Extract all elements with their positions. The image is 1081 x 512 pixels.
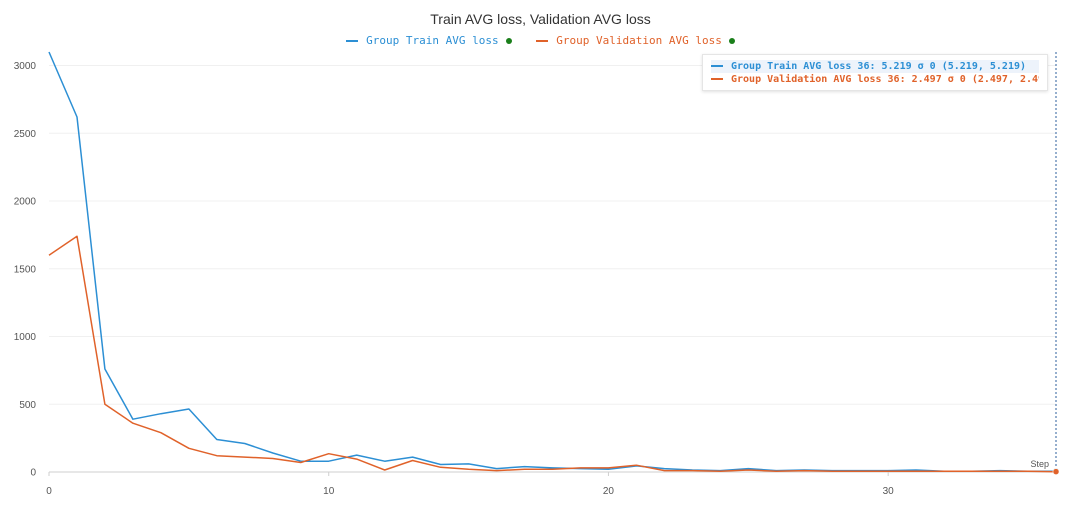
chart-title: Train AVG loss, Validation AVG loss: [430, 11, 651, 27]
x-tick-label: 10: [323, 486, 335, 497]
legend: Group Train AVG loss Group Validation AV…: [0, 34, 1081, 47]
tooltip-train-swatch: [711, 65, 723, 67]
hover-point-validation: [1052, 468, 1060, 475]
tooltip-row-validation: Group Validation AVG loss 36: 2.497 σ 0 …: [711, 73, 1039, 86]
legend-item-validation[interactable]: Group Validation AVG loss: [536, 34, 735, 47]
series-line-train[interactable]: [48, 51, 1056, 473]
hover-tooltip: Group Train AVG loss 36: 5.219 σ 0 (5.21…: [702, 54, 1048, 91]
y-tick-label: 2000: [14, 197, 37, 208]
x-tick-label: 20: [603, 486, 615, 497]
legend-train-label: Group Train AVG loss: [366, 34, 499, 47]
y-tick-label: 3000: [14, 61, 37, 72]
tooltip-validation-text: Group Validation AVG loss 36: 2.497 σ 0 …: [731, 74, 1039, 85]
x-tick-label: 30: [883, 486, 895, 497]
x-axis-label: Step: [1030, 459, 1049, 469]
y-tick-label: 2500: [14, 129, 37, 140]
y-tick-label: 0: [30, 468, 36, 479]
legend-validation-status-dot: [728, 38, 735, 44]
x-tick-label: 0: [46, 486, 52, 497]
tooltip-validation-swatch: [711, 78, 723, 80]
y-tick-label: 500: [19, 400, 36, 411]
y-tick-label: 1500: [14, 264, 37, 275]
legend-train-swatch: [346, 40, 359, 42]
y-tick-label: 1000: [14, 332, 37, 343]
tooltip-row-train: Group Train AVG loss 36: 5.219 σ 0 (5.21…: [711, 60, 1039, 73]
legend-validation-swatch: [536, 40, 549, 42]
legend-item-train[interactable]: Group Train AVG loss: [346, 34, 512, 47]
tooltip-train-text: Group Train AVG loss 36: 5.219 σ 0 (5.21…: [731, 61, 1027, 72]
series-line-validation[interactable]: [48, 235, 1057, 473]
legend-train-status-dot: [505, 38, 512, 44]
legend-validation-label: Group Validation AVG loss: [556, 34, 722, 47]
